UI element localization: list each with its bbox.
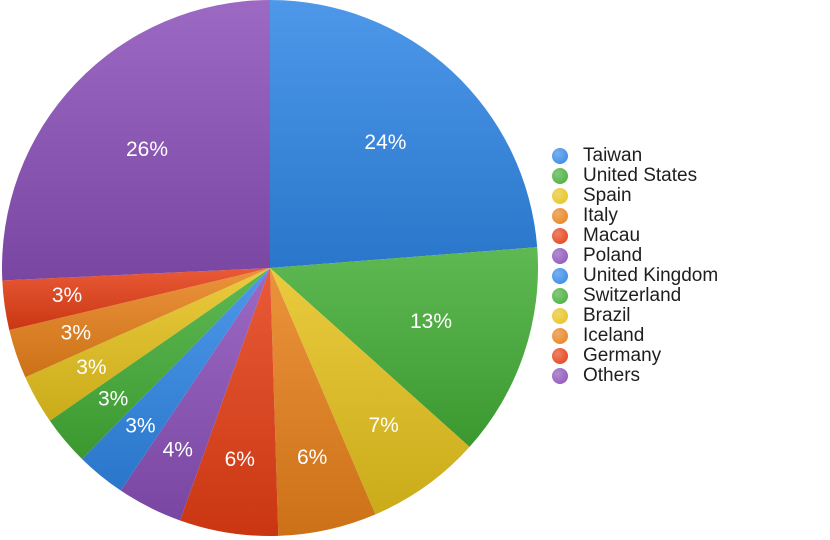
slice-label: 3% (52, 284, 82, 307)
legend-swatch (552, 268, 568, 284)
pie-slice-spain (270, 268, 470, 515)
slice-label: 6% (225, 448, 255, 471)
legend-item: Germany (552, 345, 718, 366)
pie-slice-united-kingdom (81, 268, 270, 491)
legend-item: Iceland (552, 325, 718, 346)
slice-label: 7% (368, 414, 398, 437)
pie-slice-iceland (9, 268, 271, 378)
legend-swatch (552, 308, 568, 324)
legend-label: Spain (583, 185, 632, 206)
slice-label: 6% (297, 446, 327, 469)
slice-label: 24% (364, 131, 406, 154)
legend-swatch (552, 288, 568, 304)
legend-label: Others (583, 365, 641, 386)
legend-swatch (552, 348, 568, 364)
pie-slice-italy (270, 268, 376, 536)
legend-swatch (552, 168, 568, 184)
legend-label: Taiwan (583, 145, 643, 166)
legend-item: Poland (552, 245, 718, 266)
slice-label: 13% (410, 310, 452, 333)
legend-label: Germany (583, 345, 662, 366)
legend-item: Italy (552, 205, 718, 226)
legend-label: Switzerland (583, 285, 682, 306)
legend-item: United Kingdom (552, 265, 719, 286)
slice-label: 3% (61, 321, 91, 344)
legend-item: Switzerland (552, 285, 718, 306)
legend-item: Macau (552, 225, 718, 246)
legend-label: Poland (583, 245, 643, 266)
legend-swatch (552, 368, 568, 384)
legend-swatch (552, 228, 568, 244)
legend-label: United States (583, 165, 698, 186)
legend-item: Others (552, 365, 718, 386)
pie-slice-brazil (25, 268, 270, 421)
legend-label: Iceland (583, 325, 645, 346)
pie-slice-poland (120, 268, 270, 521)
slice-label: 3% (125, 414, 155, 437)
legend-item: Taiwan (552, 145, 718, 166)
pie-slice-taiwan (270, 0, 538, 268)
legend-item: Spain (552, 185, 718, 206)
legend-item: Brazil (552, 305, 718, 326)
legend-label: Italy (583, 205, 618, 226)
legend-label: Macau (583, 225, 641, 246)
legend-label: United Kingdom (583, 265, 719, 286)
legend-item: United States (552, 165, 718, 186)
pie-slice-switzerland (49, 268, 270, 459)
pie-slice-others (2, 0, 271, 281)
pie-slice-macau (180, 268, 279, 536)
legend-swatch (552, 248, 568, 264)
slice-label: 4% (163, 439, 193, 462)
legend-swatch (552, 188, 568, 204)
pie-slice-germany (2, 268, 270, 330)
legend-swatch (552, 148, 568, 164)
legend-swatch (552, 208, 568, 224)
legend: Taiwan United States Spain Italy Macau Poland… (552, 145, 719, 386)
slice-label: 3% (98, 388, 128, 411)
pie-slice-united-states (270, 247, 538, 447)
legend-swatch (552, 328, 568, 344)
slice-label: 26% (126, 138, 168, 161)
legend-label: Brazil (583, 305, 631, 326)
slice-label: 3% (76, 356, 106, 379)
